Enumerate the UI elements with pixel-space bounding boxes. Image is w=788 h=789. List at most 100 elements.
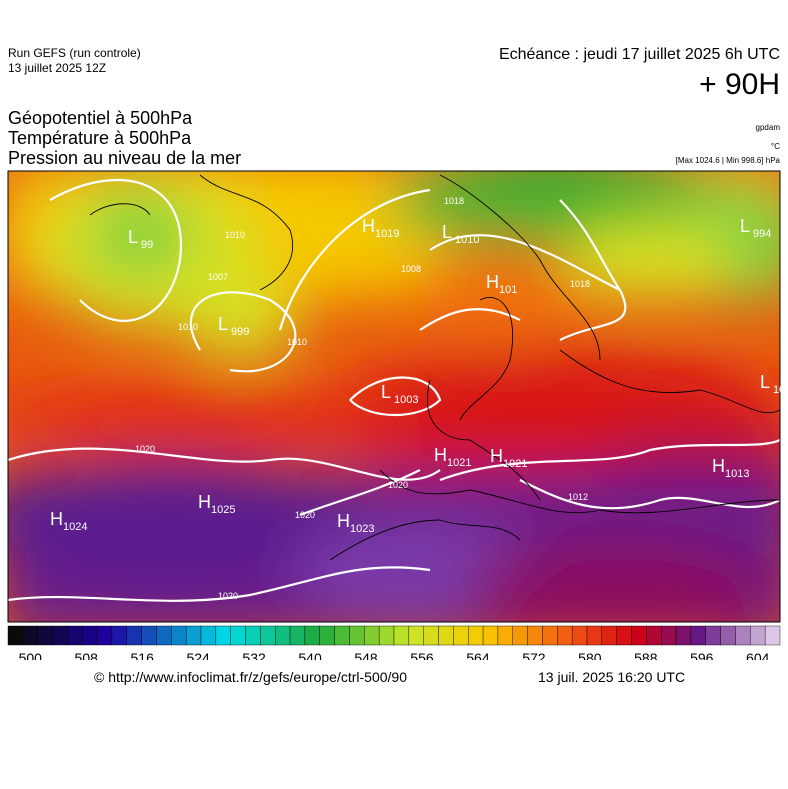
- title: Géopotentiel à 500hPa: [8, 108, 193, 128]
- colorbar-swatch: [453, 625, 469, 646]
- colorbar-tick-label: 500: [19, 650, 43, 660]
- center-letter: L: [128, 227, 138, 247]
- colorbar-swatch: [319, 625, 335, 646]
- colorbar-tick-label: 564: [466, 650, 490, 660]
- center-letter: H: [486, 272, 499, 292]
- colorbar-swatch: [82, 625, 98, 646]
- run-label: Run GEFS (run controle): [8, 46, 141, 60]
- center-value: 10: [773, 384, 785, 396]
- generated-label: 13 juil. 2025 16:20 UTC: [538, 669, 686, 685]
- colorbar-tick-label: 524: [186, 650, 210, 660]
- colorbar-swatch: [96, 625, 113, 646]
- center-value: 1021: [503, 458, 527, 470]
- colorbar-tick-label: 548: [354, 650, 378, 660]
- colorbar-tick-label: 604: [746, 650, 770, 660]
- colorbar-swatch: [126, 625, 142, 646]
- colorbar-swatch: [482, 625, 499, 646]
- colorbar-swatch: [764, 625, 781, 646]
- colorbar-swatch: [215, 625, 231, 646]
- colorbar-tick-label: 572: [522, 650, 546, 660]
- center-value: 99: [141, 239, 153, 251]
- init-label: 13 juillet 2025 12Z: [8, 61, 107, 75]
- center-letter: L: [740, 216, 750, 236]
- center-letter: L: [381, 382, 391, 402]
- colorbar-swatch: [245, 625, 261, 646]
- center-letter: H: [198, 492, 211, 512]
- center-letter: L: [218, 314, 228, 334]
- colorbar-swatch: [542, 625, 558, 646]
- colorbar-swatch: [171, 625, 187, 646]
- colorbar-swatch: [661, 625, 677, 646]
- unit: gpdam: [755, 123, 780, 132]
- center-value: 1021: [447, 457, 471, 469]
- colorbar-swatch: [156, 625, 172, 646]
- colorbar-swatch: [378, 625, 395, 646]
- colorbar-swatch: [393, 625, 410, 646]
- isobar-label: 1010: [225, 230, 245, 240]
- isobar-label: 1020: [295, 510, 315, 520]
- isobar-label: 1008: [401, 264, 421, 274]
- colorbar-swatch: [289, 625, 306, 646]
- colorbar-swatch: [646, 625, 662, 646]
- colorbar-swatch: [334, 625, 350, 646]
- center-value: 101: [499, 284, 517, 296]
- colorbar-swatch: [22, 625, 38, 646]
- colorbar-swatch: [468, 625, 484, 646]
- colorbar-tick-label: 588: [634, 650, 658, 660]
- colorbar-swatch: [275, 625, 291, 646]
- colorbar-swatch: [571, 625, 588, 646]
- center-letter: H: [490, 446, 503, 466]
- colorbar-tick-label: 516: [131, 650, 155, 660]
- unit: [Max 1024.6 | Min 998.6] hPa: [675, 156, 780, 165]
- colorbar-tick-label: 556: [410, 650, 434, 660]
- colorbar-swatch: [675, 625, 692, 646]
- center-value: 1019: [375, 228, 399, 240]
- center-value: 994: [753, 228, 771, 240]
- colorbar-swatch: [230, 625, 246, 646]
- isobar-label: 1010: [287, 337, 307, 347]
- colorbar-swatch: [720, 625, 736, 646]
- center-value: 1025: [211, 504, 235, 516]
- colorbar-swatch: [111, 625, 127, 646]
- colorbar-swatch: [586, 625, 603, 646]
- colorbar-swatch: [67, 625, 83, 646]
- colorbar-swatch: [423, 625, 439, 646]
- colorbar-swatch: [7, 625, 24, 646]
- colorbar-tick-label: 580: [578, 650, 602, 660]
- colorbar-swatch: [497, 625, 513, 646]
- isobar-label: 1018: [570, 279, 590, 289]
- colorbar-swatch: [690, 625, 706, 646]
- center-value: 1003: [394, 394, 418, 406]
- title: Pression au niveau de la mer: [8, 148, 242, 168]
- colorbar-swatch: [185, 625, 202, 646]
- center-value: 999: [231, 326, 249, 338]
- center-letter: H: [712, 456, 725, 476]
- isobar-label: 1020: [135, 444, 155, 454]
- center-letter: L: [760, 372, 770, 392]
- colorbar-swatch: [141, 625, 157, 646]
- center-letter: H: [362, 216, 375, 236]
- center-letter: H: [50, 509, 63, 529]
- isobar-label: 1018: [444, 196, 464, 206]
- center-letter: H: [434, 445, 447, 465]
- colorbar-tick-label: 540: [298, 650, 322, 660]
- unit: °C: [771, 142, 780, 151]
- colorbar-tick-label: 532: [242, 650, 266, 660]
- colorbar-tick-label: 596: [690, 650, 714, 660]
- colorbar-swatch: [37, 625, 53, 646]
- isobar-label: 1020: [388, 480, 408, 490]
- colorbar-swatch: [616, 625, 632, 646]
- colorbar-swatch: [364, 625, 380, 646]
- colorbar-swatch: [735, 625, 751, 646]
- isobar-label: 1007: [208, 272, 228, 282]
- colorbar-swatch: [438, 625, 454, 646]
- title: Température à 500hPa: [8, 128, 192, 148]
- center-value: 1023: [350, 523, 374, 535]
- colorbar-swatch: [527, 625, 543, 646]
- colorbar-swatch: [705, 625, 721, 646]
- center-letter: L: [442, 222, 452, 242]
- lead-label: + 90H: [699, 68, 780, 101]
- colorbar-swatch: [349, 625, 365, 646]
